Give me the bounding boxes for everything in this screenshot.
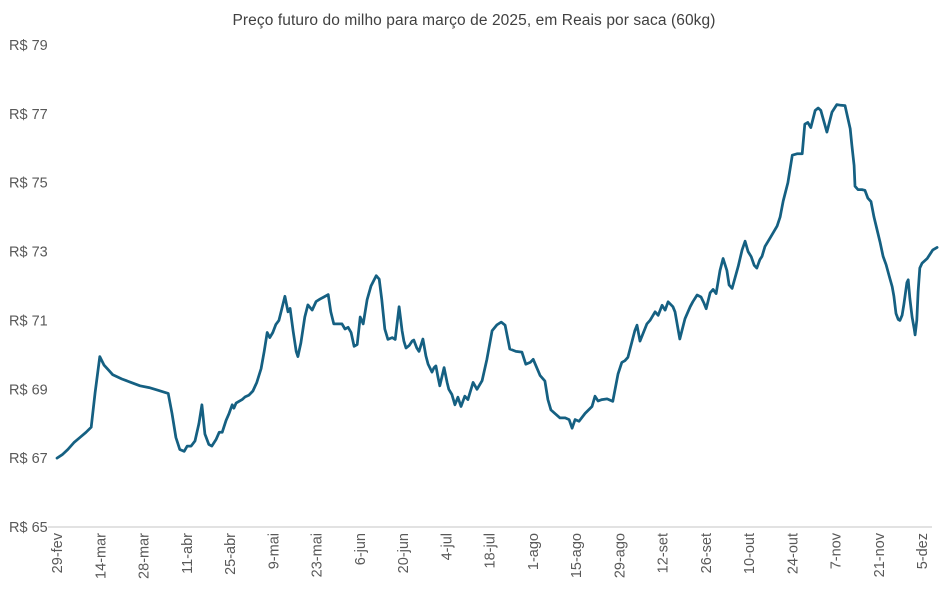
x-tick-label: 15-ago: [569, 533, 585, 578]
x-tick-label: 6-jun: [353, 533, 369, 565]
x-tick-label: 26-set: [699, 533, 715, 573]
x-tick-label: 10-out: [742, 533, 758, 574]
y-tick-label: R$ 69: [9, 382, 48, 398]
x-tick-label: 25-abr: [223, 533, 239, 575]
x-tick-label: 29-ago: [612, 533, 628, 578]
x-tick-label: 20-jun: [396, 533, 412, 573]
y-tick-label: R$ 75: [9, 176, 48, 192]
y-tick-label: R$ 77: [9, 107, 48, 123]
x-tick-label: 11-abr: [180, 533, 196, 574]
x-tick-label: 28-mar: [137, 533, 153, 579]
x-tick-label: 23-mai: [310, 533, 326, 577]
x-tick-label: 24-out: [785, 533, 801, 574]
x-tick-label: 18-jul: [483, 533, 499, 568]
chart-title: Preço futuro do milho para março de 2025…: [232, 12, 716, 29]
x-tick-label: 9-mai: [266, 533, 282, 569]
y-tick-label: R$ 65: [9, 520, 48, 536]
x-tick-label: 5-dez: [915, 533, 931, 569]
price-line: [55, 103, 939, 460]
x-tick-label: 21-nov: [872, 532, 888, 577]
y-tick-label: R$ 67: [9, 451, 48, 467]
x-tick-label: 4-jul: [439, 533, 455, 560]
y-tick-label: R$ 79: [9, 38, 48, 54]
y-tick-label: R$ 71: [9, 313, 48, 329]
y-tick-label: R$ 73: [9, 245, 48, 261]
x-tick-label: 12-set: [656, 533, 672, 573]
x-tick-label: 14-mar: [93, 533, 109, 579]
x-tick-label: 7-nov: [829, 532, 845, 569]
x-tick-label: 29-fev: [50, 532, 66, 573]
x-tick-label: 1-ago: [526, 533, 542, 570]
